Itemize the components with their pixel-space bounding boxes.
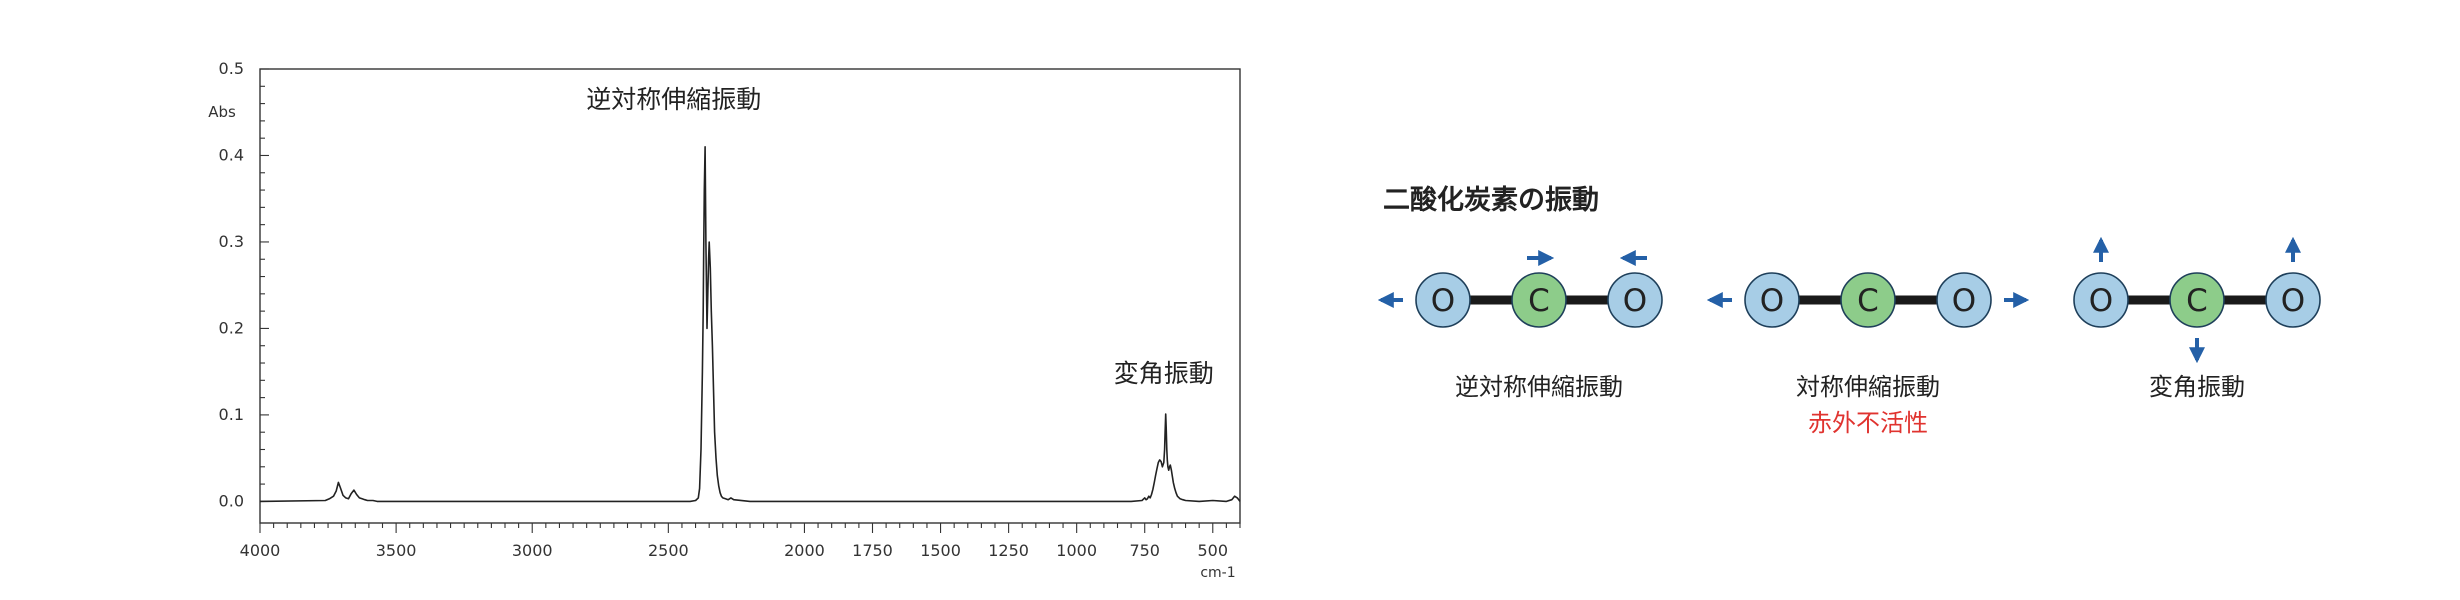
carbon-atom: [2169, 272, 2225, 328]
y-tick-label: 0.2: [219, 318, 244, 337]
x-tick-label: 2500: [648, 541, 689, 560]
spectrum-line: [259, 146, 1241, 503]
y-tick-label: 0.4: [219, 145, 244, 164]
x-tick-label: 3000: [512, 541, 553, 560]
atom-symbol: O: [2089, 283, 2113, 319]
oxygen-atom: [1936, 272, 1992, 328]
x-tick-label: 1500: [920, 541, 961, 560]
y-axis-ticks: 0.0 0.1 0.2 0.3 0.4 0.5: [219, 59, 269, 510]
atom-symbol: C: [1528, 283, 1550, 319]
oxygen-atom: [1415, 272, 1471, 328]
atom-symbol: O: [1623, 283, 1647, 319]
annotation-bending: 変角振動: [1114, 359, 1214, 388]
y-axis-label: Abs: [208, 103, 236, 121]
y-tick-label: 0.1: [219, 405, 244, 424]
oxygen-atom: [1744, 272, 1800, 328]
x-tick-label: 1000: [1056, 541, 1097, 560]
atom-symbol: C: [1857, 283, 1879, 319]
x-tick-label: 500: [1198, 541, 1229, 560]
x-tick-label: 2000: [784, 541, 825, 560]
series-layer: [259, 146, 1241, 503]
x-tick-label: 4000: [240, 541, 281, 560]
atom-symbol: O: [1952, 283, 1976, 319]
mode-label: 逆対称伸縮振動: [1455, 373, 1623, 401]
x-tick-label: 1250: [988, 541, 1029, 560]
y-tick-label: 0.5: [219, 59, 244, 78]
oxygen-atom: [2073, 272, 2129, 328]
vibration-mode-3: O C O 変角振動: [2073, 236, 2321, 401]
oxygen-atom: [1607, 272, 1663, 328]
atom-symbol: C: [2186, 283, 2208, 319]
oxygen-atom: [2265, 272, 2321, 328]
mode-label: 対称伸縮振動: [1796, 373, 1940, 401]
atom-symbol: O: [1431, 283, 1455, 319]
carbon-atom: [1840, 272, 1896, 328]
vibration-mode-1: O C O 逆対称伸縮振動: [1377, 250, 1663, 401]
x-tick-label: 750: [1129, 541, 1160, 560]
y-tick-label: 0.0: [219, 491, 244, 510]
atom-symbol: O: [2281, 283, 2305, 319]
ir-spectrum-chart: 4000 3500 3000 2500 2000 1750 1500 1250 1000 750 5…: [208, 59, 1241, 581]
atom-symbol: O: [1760, 283, 1784, 319]
ir-inactive-label: 赤外不活性: [1808, 409, 1928, 437]
plot-frame: [259, 68, 1241, 524]
annotation-asymmetric-stretch: 逆対称伸縮振動: [586, 85, 761, 114]
carbon-atom: [1511, 272, 1567, 328]
mode-label: 変角振動: [2149, 373, 2245, 401]
x-tick-label: 1750: [852, 541, 893, 560]
x-axis-label: cm-1: [1200, 565, 1235, 581]
x-tick-label: 3500: [376, 541, 417, 560]
x-axis-ticks: 4000 3500 3000 2500 2000 1750 1500 1250 1000 750 5…: [240, 523, 1241, 560]
y-tick-label: 0.3: [219, 232, 244, 251]
co2-vibration-title: 二酸化炭素の振動: [1383, 185, 1599, 216]
